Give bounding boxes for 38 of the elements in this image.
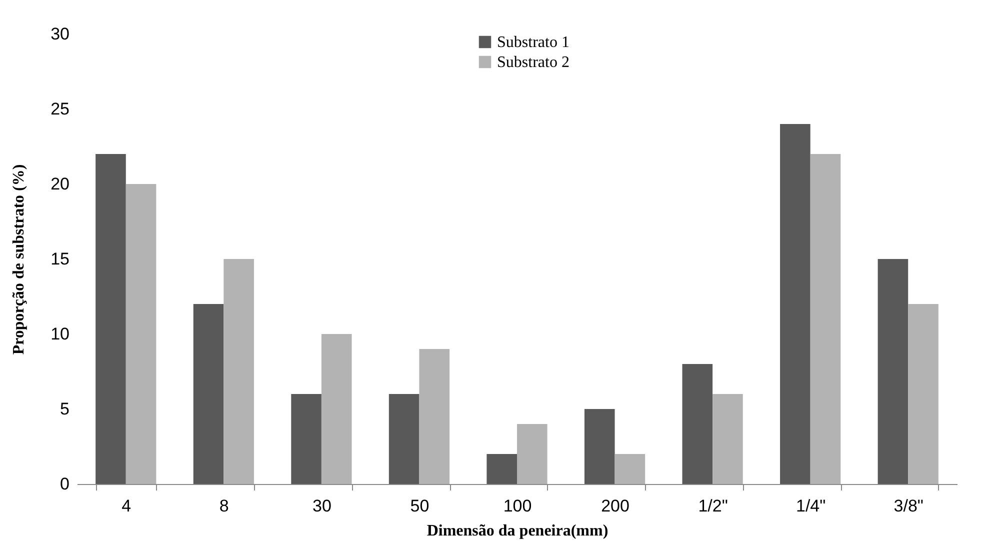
y-tick-label: 5 [60,400,70,418]
bar [682,364,713,484]
bar [321,334,352,484]
y-tick-label: 30 [50,24,70,44]
y-tick-label: 0 [60,474,70,494]
bar [712,394,743,484]
y-tick-label: 20 [50,174,70,194]
bar [291,394,322,484]
y-tick-label: 10 [50,324,70,344]
bar [517,424,548,484]
bar [878,259,908,484]
bar [584,409,615,484]
x-tick-label: 8 [219,496,229,516]
x-tick-label: 200 [601,496,630,516]
x-tick-label: 50 [410,496,430,516]
legend-label: Substrato 2 [497,54,570,71]
x-tick-label: 1/2" [698,496,728,516]
legend-label: Substrato 1 [497,34,570,51]
bar [96,154,126,484]
x-tick-label: 4 [122,496,132,516]
bar [388,394,420,484]
bar [486,454,517,484]
bar [126,184,156,484]
x-tick-label: 1/4" [796,496,826,516]
bar [908,304,938,484]
x-tick-label: 100 [503,496,532,516]
x-axis-title: Dimensão da peneira(mm) [426,522,608,540]
y-axis-title: Proporção de substrato (%) [10,164,28,355]
bar [614,454,646,484]
x-tick-label: 30 [312,496,332,516]
y-tick-label: 15 [50,250,70,268]
x-tick-label: 3/8" [894,496,924,516]
bar [224,259,254,484]
y-tick-label: 25 [50,100,70,118]
bar [810,154,841,484]
bar [419,349,450,484]
bar [193,304,224,484]
bar [780,124,810,484]
